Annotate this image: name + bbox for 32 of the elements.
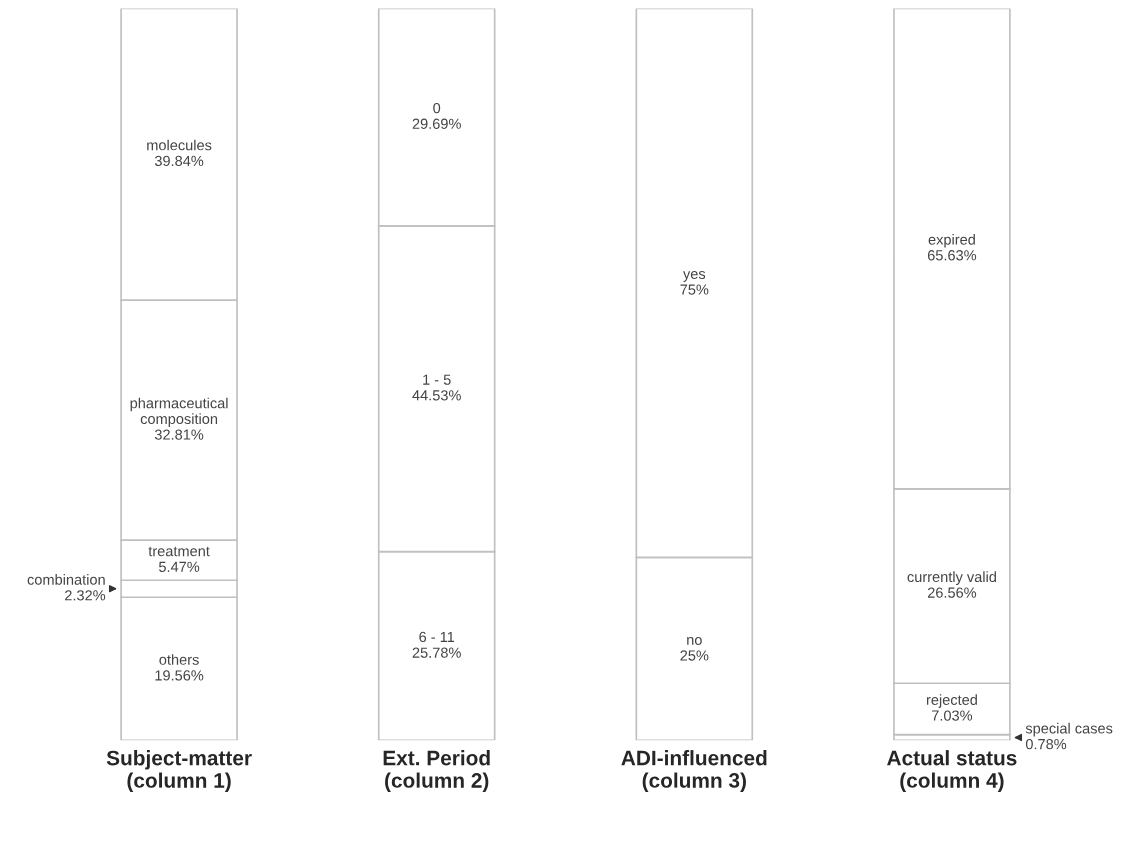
series-label: 0 — [433, 102, 441, 114]
series-label: rejected — [926, 694, 977, 708]
data-label: 75% — [680, 284, 709, 295]
series-label: special cases — [1025, 722, 1113, 737]
data-label: 2.32% — [65, 590, 106, 601]
data-label: 65.63% — [927, 250, 977, 261]
data-label: 39.84% — [154, 155, 204, 167]
x-tick-label: Ext. Period (column 2) — [383, 750, 490, 792]
series-label: molecules — [147, 139, 212, 151]
data-label: 5.47% — [158, 561, 200, 572]
series-label: yes — [683, 271, 706, 282]
data-label: 19.56% — [155, 670, 204, 681]
series-label: combination — [27, 574, 105, 585]
series-label: 1 - 5 — [423, 374, 451, 385]
data-label: 32.81% — [154, 429, 204, 440]
series-label: pharmaceutical composition — [130, 397, 228, 427]
series-label: expired — [928, 234, 975, 248]
data-label: 0.78% — [1025, 738, 1067, 750]
data-label: 29.69% — [412, 118, 461, 129]
data-label: 25% — [680, 650, 709, 661]
series-label: others — [159, 654, 199, 665]
x-tick-label: Subject-matter (column 1) — [106, 750, 252, 792]
data-label: 7.03% — [932, 710, 973, 721]
series-label: treatment — [148, 546, 210, 557]
x-tick-label: ADI-influenced (column 3) — [621, 750, 767, 792]
x-tick-label: Actual status (column 4) — [887, 750, 1017, 792]
data-label: 44.53% — [412, 390, 461, 401]
data-label: 26.56% — [927, 587, 977, 598]
data-label: 25.78% — [412, 647, 461, 658]
series-label: no — [687, 636, 702, 645]
series-label: 6 - 11 — [419, 631, 455, 643]
series-label: currently valid — [907, 571, 996, 585]
